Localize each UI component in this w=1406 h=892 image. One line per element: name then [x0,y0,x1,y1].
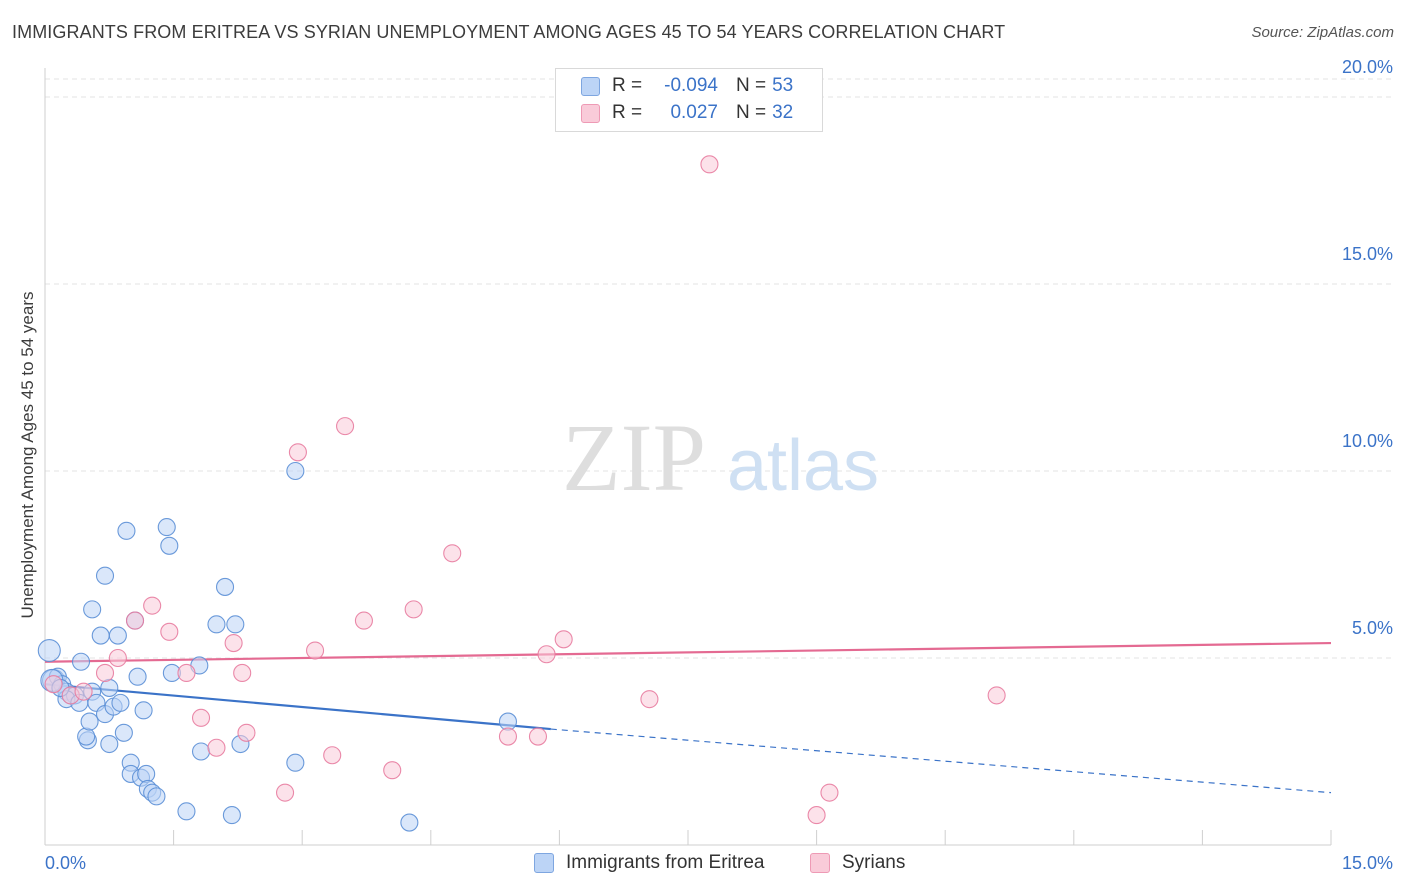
eritrea-trend-line [44,683,551,731]
eritrea-point [80,712,99,731]
eritrea-point [117,521,136,540]
legend-n-value: 53 [772,75,794,96]
syrians-point [125,611,145,630]
x-tick-label-right: 15.0% [1342,853,1393,873]
eritrea-point [108,626,127,645]
syrians-point [276,783,295,802]
legend-r-label: R = [612,75,643,96]
syrians-point [354,611,373,630]
eritrea-point [286,461,305,481]
legend-r-label: R = [612,102,643,123]
legend-n-label: N = [736,75,767,96]
chart-title: IMMIGRANTS FROM ERITREA VS SYRIAN UNEMPL… [12,22,1006,42]
legend-swatch-syrians [810,853,830,873]
eritrea-point [160,536,179,555]
y-tick-label: 20.0% [1342,57,1393,77]
syrians-point [554,630,573,649]
syrians-point [191,708,211,727]
eritrea-point [83,600,102,619]
legend-swatch-syrians [581,103,600,123]
watermark: ZIP atlas [562,404,879,511]
legend-swatch-eritrea [581,76,600,96]
syrians-point [108,648,127,668]
syrians-point [820,783,839,802]
source-label: Source: ZipAtlas.com [1251,24,1394,41]
syrians-point [807,806,826,825]
syrians-point [177,663,196,683]
eritrea-point [77,727,96,746]
syrians-point [443,544,462,563]
watermark-atlas: atlas [727,426,879,506]
syrians-point [336,417,355,436]
eritrea-point [114,723,133,742]
legend-n-value: 32 [772,102,794,123]
eritrea-point [91,626,110,645]
eritrea-point [71,652,91,671]
syrians-point [987,686,1006,705]
series-legend: Immigrants from Eritrea Syrians [0,852,1406,876]
gridlines [45,78,1392,659]
eritrea-point [37,638,61,663]
eritrea-point [128,667,147,686]
syrians-point [306,641,325,660]
legend-row-eritrea: R = -0.094 N = 53 [581,75,793,97]
eritrea-point [226,615,245,634]
syrians-point [383,761,402,780]
x-tick-label-left: 0.0% [45,853,86,873]
legend-label-eritrea: Immigrants from Eritrea [566,852,765,873]
syrians-point [288,443,307,462]
eritrea-point [177,802,196,821]
syrians-point [233,663,252,683]
legend-n-label: N = [736,102,767,123]
legend-r-value: 0.027 [670,102,718,123]
data-points [37,155,1006,832]
eritrea-point [400,813,419,832]
syrians-point [498,727,518,746]
watermark-zip: ZIP [562,404,706,511]
syrians-point [44,675,63,694]
syrians-point [323,746,342,765]
syrians-point [237,723,256,742]
y-tick-label: 5.0% [1352,618,1393,638]
syrians-point [95,663,115,683]
syrians-trend-line [44,641,1332,663]
eritrea-trend-extension [550,728,1332,794]
syrians-point [207,738,226,757]
syrians-point [537,645,556,664]
legend-label-syrians: Syrians [842,852,906,873]
syrians-point [143,596,162,615]
syrians-point [640,690,659,709]
eritrea-point [95,566,115,585]
y-tick-label: 15.0% [1342,244,1393,264]
syrians-point [224,633,243,653]
syrians-point [528,727,548,746]
eritrea-point [111,693,130,712]
stats-legend: R = -0.094 N = 53 R = 0.027 N = 32 [555,68,823,132]
eritrea-point [157,518,176,537]
eritrea-point [215,577,235,596]
eritrea-point [207,615,226,634]
eritrea-point [286,753,305,772]
y-tick-label: 10.0% [1342,431,1393,451]
legend-row-syrians: R = 0.027 N = 32 [581,102,793,124]
legend-item-eritrea: Immigrants from Eritrea [534,852,764,874]
legend-item-syrians: Syrians [810,852,905,874]
eritrea-point [222,806,241,825]
syrians-point [404,600,423,619]
syrians-point [74,682,93,701]
axes [44,68,1332,846]
eritrea-point [100,678,119,697]
trend-lines [44,641,1332,794]
tick-labels: 5.0% 10.0% 15.0% 20.0% 0.0% 15.0% [45,57,1393,873]
legend-r-value: -0.094 [664,75,718,96]
legend-swatch-eritrea [534,853,554,873]
syrians-point [700,155,719,174]
eritrea-point [191,742,211,761]
eritrea-point [134,701,153,720]
eritrea-point [147,787,166,806]
syrians-point [160,622,179,641]
eritrea-point [137,764,156,783]
eritrea-point [100,734,119,754]
